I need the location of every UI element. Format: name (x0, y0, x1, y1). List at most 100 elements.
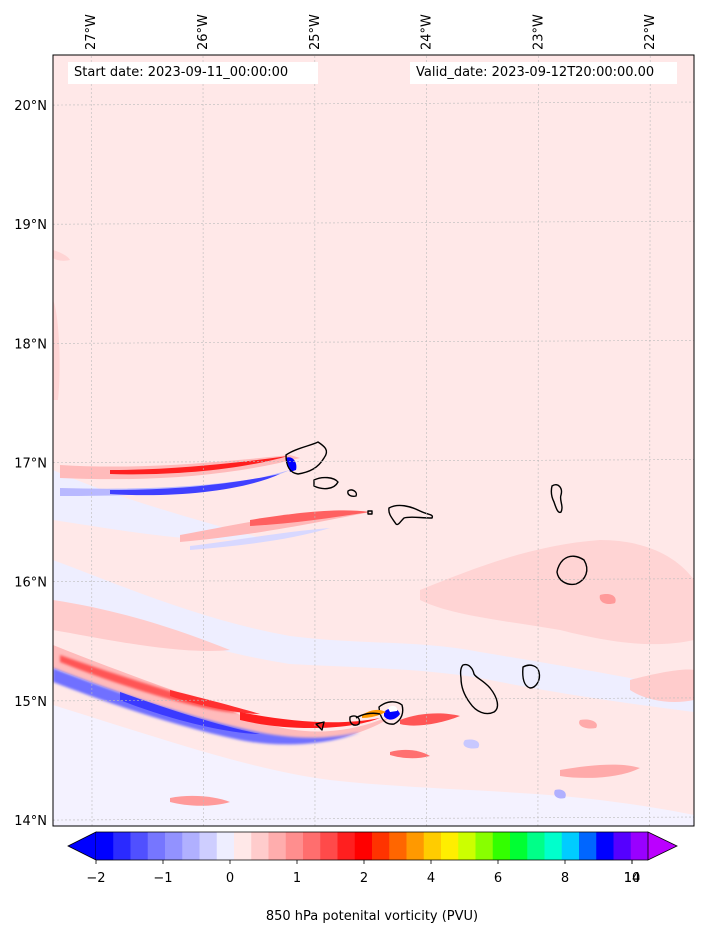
weak-negative-band-north (53, 470, 260, 540)
colorbar-swatch (544, 832, 563, 860)
lon-label: 25°W (308, 14, 323, 50)
meridian-line (649, 55, 651, 826)
colorbar-swatch (613, 832, 632, 860)
weak-negative-region-south (53, 705, 694, 826)
colorbar-swatch (441, 832, 459, 860)
colorbar-tick-label: 6 (494, 871, 502, 886)
island-sal (550, 484, 563, 514)
parallel-line (53, 220, 694, 225)
colorbar-swatch (320, 832, 338, 860)
lon-label: 26°W (196, 14, 211, 50)
positive-dot-nw (53, 250, 70, 261)
parallel-line (53, 459, 694, 463)
colorbar-swatch (492, 832, 511, 860)
map-frame (52, 54, 695, 827)
northern-wake (60, 455, 370, 550)
colorbar-tick-label: 4 (427, 871, 435, 886)
graticule (53, 55, 694, 826)
island-brava (349, 715, 361, 726)
island-santo-antao (285, 441, 328, 475)
positive-patch-east (420, 540, 694, 645)
colorbar-tick-label: 1 (293, 871, 301, 886)
colorbar-extend-min (67, 831, 97, 861)
colorbar-swatch (234, 832, 252, 860)
colorbar-title: 850 hPa potenital vorticity (PVU) (266, 909, 478, 924)
lon-label: 24°W (420, 14, 435, 50)
valid-date-label: Valid_date: 2023-09-12T20:00:00.00 (410, 62, 677, 84)
colorbar-tick-label: 10 (624, 871, 641, 886)
positive-streak-se (560, 764, 640, 778)
island-fogo (378, 701, 404, 725)
island-sao-nicolau (388, 504, 434, 526)
colorbar-extend-max (647, 831, 678, 861)
colorbar-swatch (303, 832, 321, 860)
colorbar-swatch (147, 832, 166, 860)
weak-negative-band (53, 560, 694, 712)
lat-label: 17°N (14, 457, 47, 472)
colorbar-tick-label: −1 (153, 871, 172, 886)
vorticity-field (53, 55, 694, 826)
lon-label: 22°W (643, 14, 658, 50)
positive-patch-west (53, 600, 230, 651)
lat-label: 20°N (14, 99, 47, 114)
colorbar-swatch (372, 832, 390, 860)
islet-rombos (315, 721, 325, 731)
lat-label: 16°N (14, 576, 47, 591)
colorbar-swatch (596, 832, 614, 860)
colorbar-swatch (579, 832, 597, 860)
lon-label: 23°W (531, 14, 546, 50)
colorbar-swatch (406, 832, 425, 860)
island-santa-luzia (347, 489, 358, 497)
positive-blob-sw (170, 795, 230, 806)
island-boa-vista (556, 555, 588, 586)
positive-patch-east-2 (630, 669, 694, 702)
colorbar-swatch (165, 832, 183, 860)
colorbar-tick-label: 8 (561, 871, 569, 886)
colorbar-swatch (561, 832, 580, 860)
colorbar-swatch (475, 832, 494, 860)
parallel-line (53, 340, 694, 344)
colorbar-swatch (285, 832, 304, 860)
parallel-line (53, 578, 694, 583)
latitude-labels: 20°N 19°N 18°N 17°N 16°N 15°N 14°N (14, 99, 47, 829)
parallel-line (53, 816, 694, 821)
colorbar-swatch (354, 832, 373, 860)
fogo-anomaly (355, 705, 400, 720)
colorbar-swatch (630, 832, 649, 860)
colorbar-tick-label: 14 (624, 871, 641, 886)
colorbar-tick-label: −2 (86, 871, 105, 886)
island-maio (522, 664, 541, 689)
coastlines (285, 441, 588, 731)
lat-label: 18°N (14, 337, 47, 352)
colorbar-swatch (251, 832, 269, 860)
lon-label: 27°W (84, 14, 99, 50)
lat-label: 15°N (14, 695, 47, 710)
colorbar-swatch (423, 832, 442, 860)
parallel-line (53, 101, 694, 106)
colorbar-swatch (96, 832, 114, 860)
longitude-labels: 27°W 26°W 25°W 24°W 23°W 22°W (84, 14, 658, 50)
colorbar-frame (96, 831, 648, 861)
colorbar-swatch (268, 832, 287, 860)
colorbar-swatch (337, 832, 356, 860)
colorbar-tick-label: 0 (226, 871, 234, 886)
lat-label: 19°N (14, 218, 47, 233)
colorbar-swatch (182, 832, 200, 860)
colorbar-swatch (113, 832, 131, 860)
parallel-line (53, 697, 694, 702)
colorbar-swatch (458, 832, 476, 860)
southern-wake (53, 645, 460, 759)
island-santiago (459, 663, 499, 715)
positive-edge-west (53, 300, 60, 400)
lat-label: 14°N (14, 814, 47, 829)
island-sao-vicente (313, 476, 339, 490)
colorbar-swatch (527, 832, 545, 860)
start-date-label: Start date: 2023-09-11_00:00:00 (68, 62, 318, 84)
meridian-line (90, 55, 93, 826)
colorbar-swatch (389, 832, 407, 860)
colorbar-swatch (510, 832, 528, 860)
colorbar-tick-label: 2 (360, 871, 368, 886)
islet-raso (367, 510, 373, 515)
